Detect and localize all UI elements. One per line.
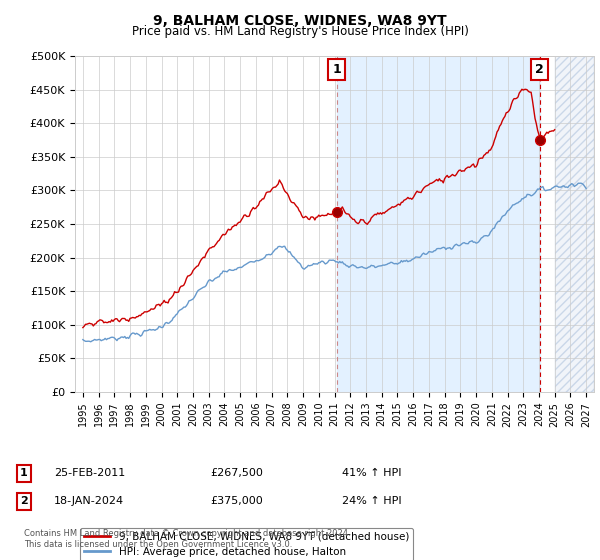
Text: £375,000: £375,000 xyxy=(210,496,263,506)
Bar xyxy=(337,56,540,392)
Text: Price paid vs. HM Land Registry's House Price Index (HPI): Price paid vs. HM Land Registry's House … xyxy=(131,25,469,38)
Legend: 9, BALHAM CLOSE, WIDNES, WA8 9YT (detached house), HPI: Average price, detached : 9, BALHAM CLOSE, WIDNES, WA8 9YT (detach… xyxy=(80,528,413,560)
Text: 1: 1 xyxy=(20,468,28,478)
Text: 18-JAN-2024: 18-JAN-2024 xyxy=(54,496,124,506)
Text: 2: 2 xyxy=(535,63,544,76)
Text: Contains HM Land Registry data © Crown copyright and database right 2024.
This d: Contains HM Land Registry data © Crown c… xyxy=(24,529,350,549)
Text: 25-FEB-2011: 25-FEB-2011 xyxy=(54,468,125,478)
Bar xyxy=(554,56,594,392)
Text: 2: 2 xyxy=(20,496,28,506)
Text: 24% ↑ HPI: 24% ↑ HPI xyxy=(342,496,401,506)
Text: 41% ↑ HPI: 41% ↑ HPI xyxy=(342,468,401,478)
Text: 1: 1 xyxy=(332,63,341,76)
Text: £267,500: £267,500 xyxy=(210,468,263,478)
Text: 9, BALHAM CLOSE, WIDNES, WA8 9YT: 9, BALHAM CLOSE, WIDNES, WA8 9YT xyxy=(153,14,447,28)
